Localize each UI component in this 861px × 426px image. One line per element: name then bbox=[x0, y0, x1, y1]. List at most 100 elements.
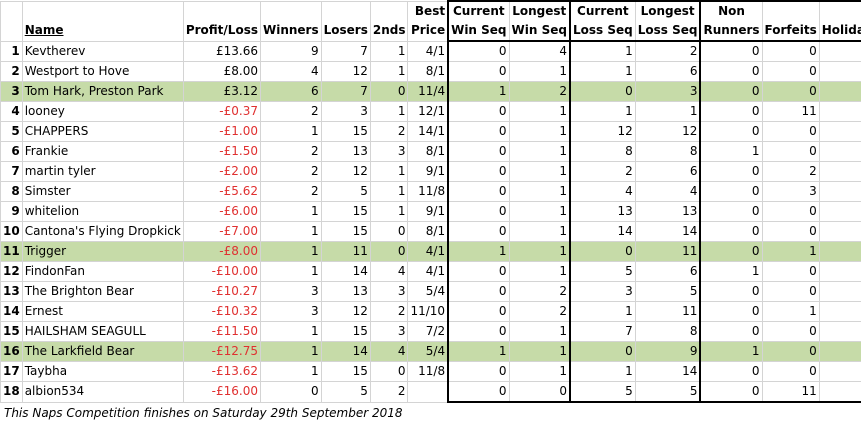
best-price-cell: 11/8 bbox=[407, 181, 449, 202]
winners-cell: 4 bbox=[259, 61, 322, 82]
losers-cell: 5 bbox=[320, 181, 371, 202]
best-price-cell: 4/1 bbox=[407, 40, 449, 62]
current-loss-seq-cell: 1 bbox=[569, 101, 636, 122]
losers-cell: 5 bbox=[320, 381, 371, 403]
non-runners-cell: 0 bbox=[699, 381, 763, 403]
losers-cell: 12 bbox=[320, 61, 371, 82]
header-longest-loss-seq-1: Longest bbox=[634, 0, 702, 21]
non-runners-cell: 0 bbox=[699, 181, 763, 202]
forfeits-cell: 0 bbox=[761, 321, 820, 342]
holiday-cell: 0 bbox=[818, 201, 861, 222]
name-cell: The Larkfield Bear bbox=[21, 341, 184, 362]
profit-loss-cell: -£10.27 bbox=[182, 281, 261, 302]
current-win-seq-cell: 0 bbox=[447, 301, 510, 322]
rank-cell: 17 bbox=[0, 361, 23, 382]
best-price-cell: 8/1 bbox=[407, 61, 449, 82]
current-win-seq-cell: 0 bbox=[447, 181, 510, 202]
best-price-cell: 4/1 bbox=[407, 241, 449, 262]
header-current-win-seq-2: Win Seq bbox=[447, 21, 510, 42]
rank-cell: 16 bbox=[0, 341, 23, 362]
name-cell: looney bbox=[21, 101, 184, 122]
profit-loss-cell: -£10.00 bbox=[182, 261, 261, 282]
forfeits-cell: 0 bbox=[761, 61, 820, 82]
profit-loss-cell: £3.12 bbox=[182, 81, 261, 102]
current-win-seq-cell: 1 bbox=[447, 241, 510, 262]
header-current-loss-seq-2: Loss Seq bbox=[569, 21, 636, 42]
holiday-cell: 0 bbox=[818, 61, 861, 82]
header-holiday: Holiday bbox=[818, 21, 861, 42]
winners-cell: 3 bbox=[259, 301, 322, 322]
winners-cell: 6 bbox=[259, 81, 322, 102]
longest-win-seq-cell: 4 bbox=[508, 40, 571, 62]
longest-loss-seq-cell: 8 bbox=[634, 141, 702, 162]
longest-win-seq-cell: 1 bbox=[508, 101, 571, 122]
current-loss-seq-cell: 12 bbox=[569, 121, 636, 142]
name-cell: Trigger bbox=[21, 241, 184, 262]
longest-win-seq-cell: 1 bbox=[508, 241, 571, 262]
longest-loss-seq-cell: 11 bbox=[634, 241, 702, 262]
non-runners-cell: 0 bbox=[699, 40, 763, 62]
forfeits-cell: 0 bbox=[761, 121, 820, 142]
forfeits-cell: 0 bbox=[761, 81, 820, 102]
name-cell: Cantona's Flying Dropkick bbox=[21, 221, 184, 242]
current-loss-seq-cell: 5 bbox=[569, 381, 636, 403]
best-price-cell bbox=[407, 381, 449, 403]
holiday-cell: 0 bbox=[818, 40, 861, 62]
current-win-seq-cell: 0 bbox=[447, 61, 510, 82]
winners-cell: 1 bbox=[259, 241, 322, 262]
non-runners-cell: 0 bbox=[699, 101, 763, 122]
longest-win-seq-cell: 1 bbox=[508, 261, 571, 282]
seconds-cell: 2 bbox=[369, 381, 409, 403]
profit-loss-cell: -£1.50 bbox=[182, 141, 261, 162]
table-row: 3 Tom Hark, Preston Park £3.12 6 7 0 11/4 1 2 0 3 0… bbox=[0, 81, 861, 102]
rank-cell: 12 bbox=[0, 261, 23, 282]
header-non-runners-1: Non bbox=[699, 0, 763, 21]
winners-cell: 1 bbox=[259, 121, 322, 142]
holiday-cell: 0 bbox=[818, 221, 861, 242]
longest-loss-seq-cell: 13 bbox=[634, 201, 702, 222]
non-runners-cell: 0 bbox=[699, 281, 763, 302]
best-price-cell: 8/1 bbox=[407, 141, 449, 162]
seconds-cell: 2 bbox=[369, 301, 409, 322]
longest-loss-seq-cell: 6 bbox=[634, 61, 702, 82]
current-win-seq-cell: 0 bbox=[447, 121, 510, 142]
rank-cell: 9 bbox=[0, 201, 23, 222]
rank-cell: 1 bbox=[0, 40, 23, 62]
non-runners-cell: 0 bbox=[699, 321, 763, 342]
non-runners-cell: 0 bbox=[699, 221, 763, 242]
winners-cell: 2 bbox=[259, 181, 322, 202]
profit-loss-cell: -£13.62 bbox=[182, 361, 261, 382]
name-cell: Taybha bbox=[21, 361, 184, 382]
header-profit-loss: Profit/Loss bbox=[182, 21, 261, 42]
name-cell: whitelion bbox=[21, 201, 184, 222]
losers-cell: 15 bbox=[320, 361, 371, 382]
losers-cell: 14 bbox=[320, 341, 371, 362]
forfeits-cell: 11 bbox=[761, 381, 820, 403]
winners-cell: 1 bbox=[259, 321, 322, 342]
best-price-cell: 9/1 bbox=[407, 201, 449, 222]
longest-loss-seq-cell: 8 bbox=[634, 321, 702, 342]
forfeits-cell: 0 bbox=[761, 141, 820, 162]
header-row-1: Best Current Longest Current Longest Non bbox=[0, 0, 861, 21]
winners-cell: 3 bbox=[259, 281, 322, 302]
current-loss-seq-cell: 1 bbox=[569, 61, 636, 82]
longest-win-seq-cell: 1 bbox=[508, 341, 571, 362]
longest-loss-seq-cell: 11 bbox=[634, 301, 702, 322]
header-longest-loss-seq-2: Loss Seq bbox=[634, 21, 702, 42]
non-runners-cell: 1 bbox=[699, 261, 763, 282]
best-price-cell: 11/4 bbox=[407, 81, 449, 102]
table-row: 10 Cantona's Flying Dropkick -£7.00 1 15 0 8/1… bbox=[0, 221, 861, 242]
non-runners-cell: 0 bbox=[699, 301, 763, 322]
current-loss-seq-cell: 1 bbox=[569, 361, 636, 382]
rank-cell: 13 bbox=[0, 281, 23, 302]
current-loss-seq-cell: 13 bbox=[569, 201, 636, 222]
seconds-cell: 1 bbox=[369, 61, 409, 82]
seconds-cell: 0 bbox=[369, 361, 409, 382]
longest-win-seq-cell: 1 bbox=[508, 141, 571, 162]
seconds-cell: 2 bbox=[369, 121, 409, 142]
